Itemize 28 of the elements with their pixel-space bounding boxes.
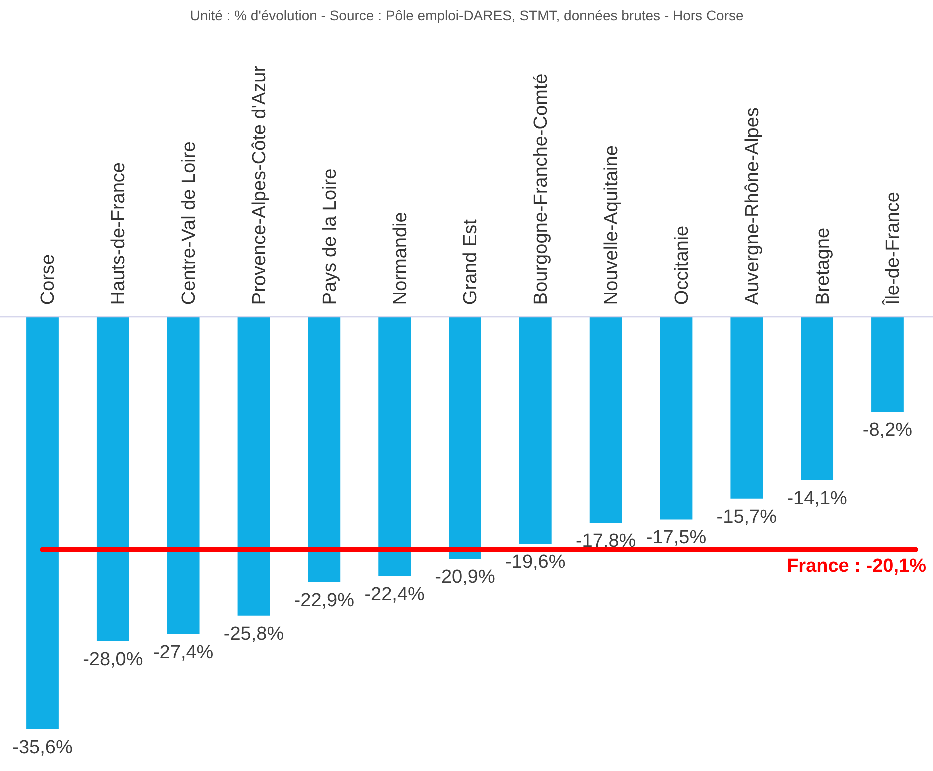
x-tick-label: Île-de-France [882, 192, 904, 306]
data-label: -28,0% [83, 649, 144, 670]
data-label: -19,6% [506, 552, 566, 574]
x-tick-label: Normandie [390, 212, 412, 306]
x-tick-label: Occitanie [672, 226, 693, 306]
data-label: -20,9% [435, 567, 496, 588]
data-label: -25,8% [224, 624, 284, 645]
x-tick-label: Auvergne-Rhône-Alpes [742, 108, 764, 306]
x-tick-label: Centre-Val de Loire [179, 142, 200, 306]
x-tick-label: Provence-Alpes-Côte d'Azur [249, 65, 270, 306]
x-tick-label: Pays de la Loire [320, 168, 341, 306]
x-tick-label: Bourgogne-Franche-Comté [531, 74, 552, 306]
data-label: -8,2% [862, 420, 913, 442]
data-label: -17,5% [646, 528, 707, 549]
data-label: -15,7% [716, 506, 778, 528]
x-tick-label: Hauts-de-France [108, 162, 130, 306]
data-label: -22,9% [294, 590, 355, 612]
data-label: -27,4% [153, 642, 214, 664]
x-tick-label: Nouvelle-Aquitaine [602, 146, 623, 306]
data-label: -22,4% [364, 584, 426, 606]
ref-line-label: France : -20,1% [787, 556, 927, 577]
x-tick-label: Corse [38, 254, 60, 306]
data-label: -17,8% [576, 531, 636, 552]
x-tick-label: Grand Est [460, 218, 482, 306]
x-tick-label: Bretagne [812, 228, 834, 306]
data-label: -35,6% [12, 737, 73, 758]
chart-title: Unité : % d'évolution - Source : Pôle emploi-DARES, STMT, données brutes - Hors Corse [190, 8, 744, 24]
data-label: -14,1% [787, 488, 848, 510]
